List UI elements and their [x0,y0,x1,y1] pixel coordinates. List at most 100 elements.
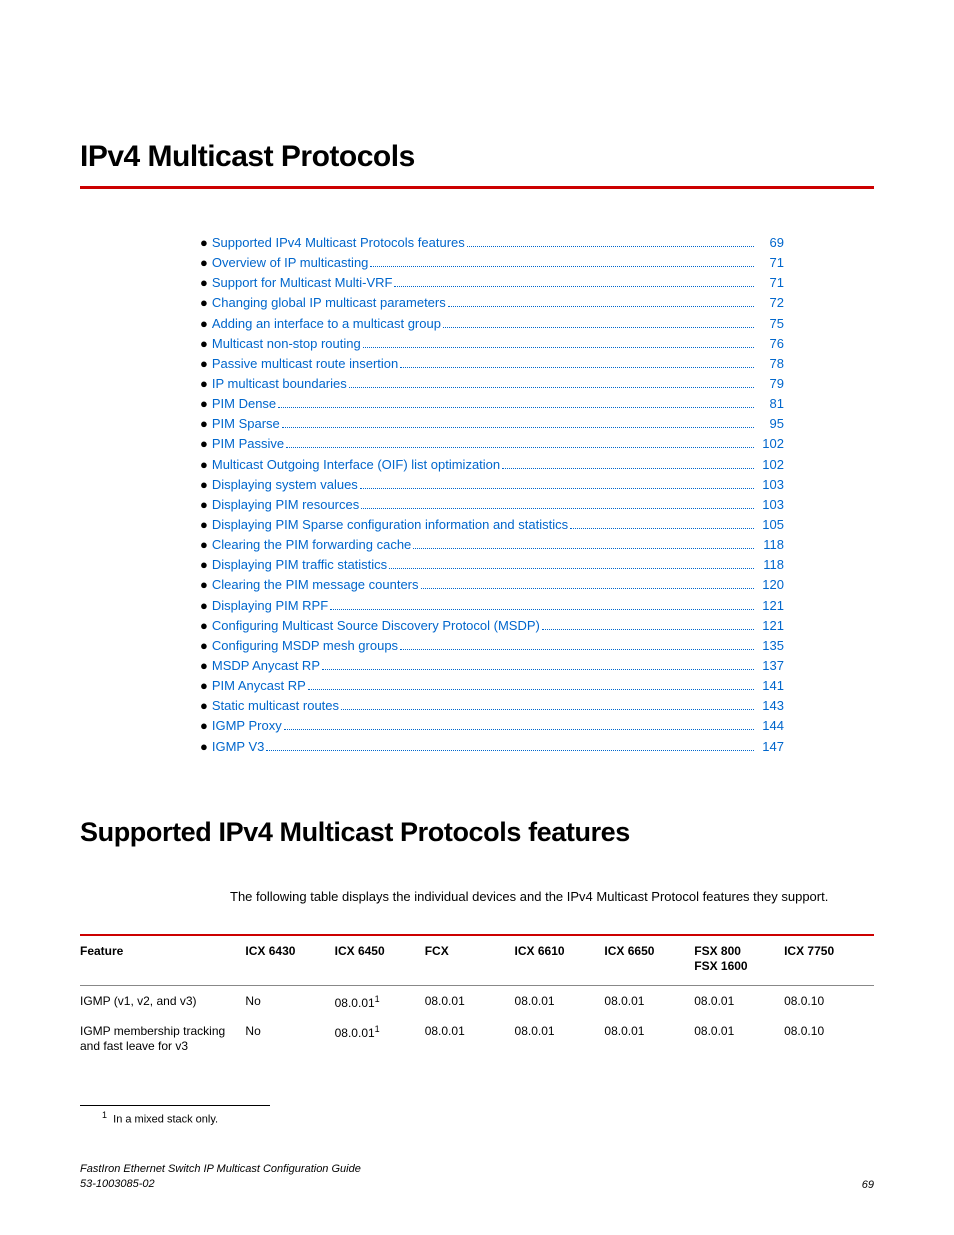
toc-item[interactable]: ●Multicast non-stop routing76 [200,334,784,354]
table-cell: 08.0.01 [604,986,694,1018]
table-header: Feature [80,935,245,986]
toc-label: Displaying PIM RPF [212,596,328,616]
table-header: ICX 6650 [604,935,694,986]
toc-leader [349,387,754,388]
toc-item[interactable]: ●Overview of IP multicasting71 [200,253,784,273]
toc-leader [284,729,754,730]
toc-page: 137 [756,656,784,676]
bullet-icon: ● [200,636,208,656]
toc-page: 103 [756,495,784,515]
toc-label: Configuring Multicast Source Discovery P… [212,616,540,636]
toc-item[interactable]: ●Passive multicast route insertion 78 [200,354,784,374]
toc-label: Clearing the PIM forwarding cache [212,535,411,555]
toc-label: Multicast Outgoing Interface (OIF) list … [212,455,500,475]
toc-leader [370,266,754,267]
bullet-icon: ● [200,334,208,354]
toc-item[interactable]: ●IGMP V3147 [200,737,784,757]
page-footer: FastIron Ethernet Switch IP Multicast Co… [80,1162,874,1191]
toc-page: 69 [756,233,784,253]
toc-label: Configuring MSDP mesh groups [212,636,398,656]
toc-label: IGMP V3 [212,737,265,757]
bullet-icon: ● [200,233,208,253]
toc-label: Displaying PIM resources [212,495,359,515]
toc-item[interactable]: ●PIM Dense 81 [200,394,784,414]
toc-label: Support for Multicast Multi-VRF [212,273,393,293]
toc-item[interactable]: ●Configuring MSDP mesh groups 135 [200,636,784,656]
table-row: IGMP membership tracking and fast leave … [80,1018,874,1061]
toc-item[interactable]: ●MSDP Anycast RP137 [200,656,784,676]
toc-page: 105 [756,515,784,535]
bullet-icon: ● [200,696,208,716]
toc-label: Changing global IP multicast parameters [212,293,446,313]
footer-title: FastIron Ethernet Switch IP Multicast Co… [80,1162,361,1176]
table-cell: 08.0.01 [604,1018,694,1061]
toc-leader [542,629,754,630]
footnote-num: 1 [102,1110,107,1120]
table-cell: 08.0.01 [425,1018,515,1061]
toc-leader [363,347,754,348]
toc-item[interactable]: ●Displaying system values103 [200,475,784,495]
toc-item[interactable]: ●PIM Anycast RP141 [200,676,784,696]
table-cell: 08.0.01 [515,1018,605,1061]
toc-item[interactable]: ●IP multicast boundaries79 [200,374,784,394]
toc-item[interactable]: ●Multicast Outgoing Interface (OIF) list… [200,455,784,475]
toc-item[interactable]: ●Displaying PIM RPF121 [200,596,784,616]
chapter-title: IPv4 Multicast Protocols [80,140,874,189]
toc-label: Displaying PIM traffic statistics [212,555,387,575]
bullet-icon: ● [200,676,208,696]
table-cell: IGMP membership tracking and fast leave … [80,1018,245,1061]
bullet-icon: ● [200,495,208,515]
toc-label: Adding an interface to a multicast group [212,314,441,334]
toc-item[interactable]: ●IGMP Proxy144 [200,716,784,736]
toc-leader [448,306,754,307]
toc-label: Static multicast routes [212,696,339,716]
toc-item[interactable]: ●PIM Passive102 [200,434,784,454]
toc-item[interactable]: ●Changing global IP multicast parameters… [200,293,784,313]
toc-item[interactable]: ●Clearing the PIM message counters120 [200,575,784,595]
bullet-icon: ● [200,555,208,575]
toc-page: 147 [756,737,784,757]
section-heading: Supported IPv4 Multicast Protocols featu… [80,817,874,848]
toc-item[interactable]: ●PIM Sparse 95 [200,414,784,434]
toc-item[interactable]: ●Support for Multicast Multi-VRF71 [200,273,784,293]
toc-item[interactable]: ●Configuring Multicast Source Discovery … [200,616,784,636]
table-cell: 08.0.01 [694,986,784,1018]
toc-page: 78 [756,354,784,374]
toc-label: PIM Anycast RP [212,676,306,696]
intro-text: The following table displays the individ… [230,888,834,906]
toc-leader [413,548,754,549]
toc-item[interactable]: ●Static multicast routes143 [200,696,784,716]
toc-page: 76 [756,334,784,354]
feature-table: FeatureICX 6430ICX 6450FCXICX 6610ICX 66… [80,934,874,1061]
toc-list: ●Supported IPv4 Multicast Protocols feat… [200,233,784,757]
toc-label: Displaying system values [212,475,358,495]
page-number: 69 [862,1179,874,1191]
toc-item[interactable]: ●Adding an interface to a multicast grou… [200,314,784,334]
table-cell: 08.0.011 [335,1018,425,1061]
toc-page: 102 [756,455,784,475]
toc-item[interactable]: ●Displaying PIM resources 103 [200,495,784,515]
toc-page: 118 [756,555,784,575]
toc-leader [421,588,754,589]
footnote-text: In a mixed stack only. [113,1113,218,1125]
toc-leader [361,508,754,509]
toc-leader [389,568,754,569]
bullet-icon: ● [200,314,208,334]
toc-leader [266,750,754,751]
toc-item[interactable]: ●Displaying PIM traffic statistics 118 [200,555,784,575]
toc-leader [330,609,754,610]
toc-item[interactable]: ●Clearing the PIM forwarding cache118 [200,535,784,555]
toc-item[interactable]: ●Supported IPv4 Multicast Protocols feat… [200,233,784,253]
table-cell: 08.0.10 [784,986,874,1018]
toc-leader [443,327,754,328]
toc-leader [400,367,754,368]
bullet-icon: ● [200,656,208,676]
table-cell: 08.0.01 [515,986,605,1018]
table-header: ICX 6430 [245,935,334,986]
toc-label: PIM Sparse [212,414,280,434]
bullet-icon: ● [200,575,208,595]
toc-item[interactable]: ●Displaying PIM Sparse configuration inf… [200,515,784,535]
bullet-icon: ● [200,374,208,394]
bullet-icon: ● [200,515,208,535]
toc-leader [360,488,754,489]
